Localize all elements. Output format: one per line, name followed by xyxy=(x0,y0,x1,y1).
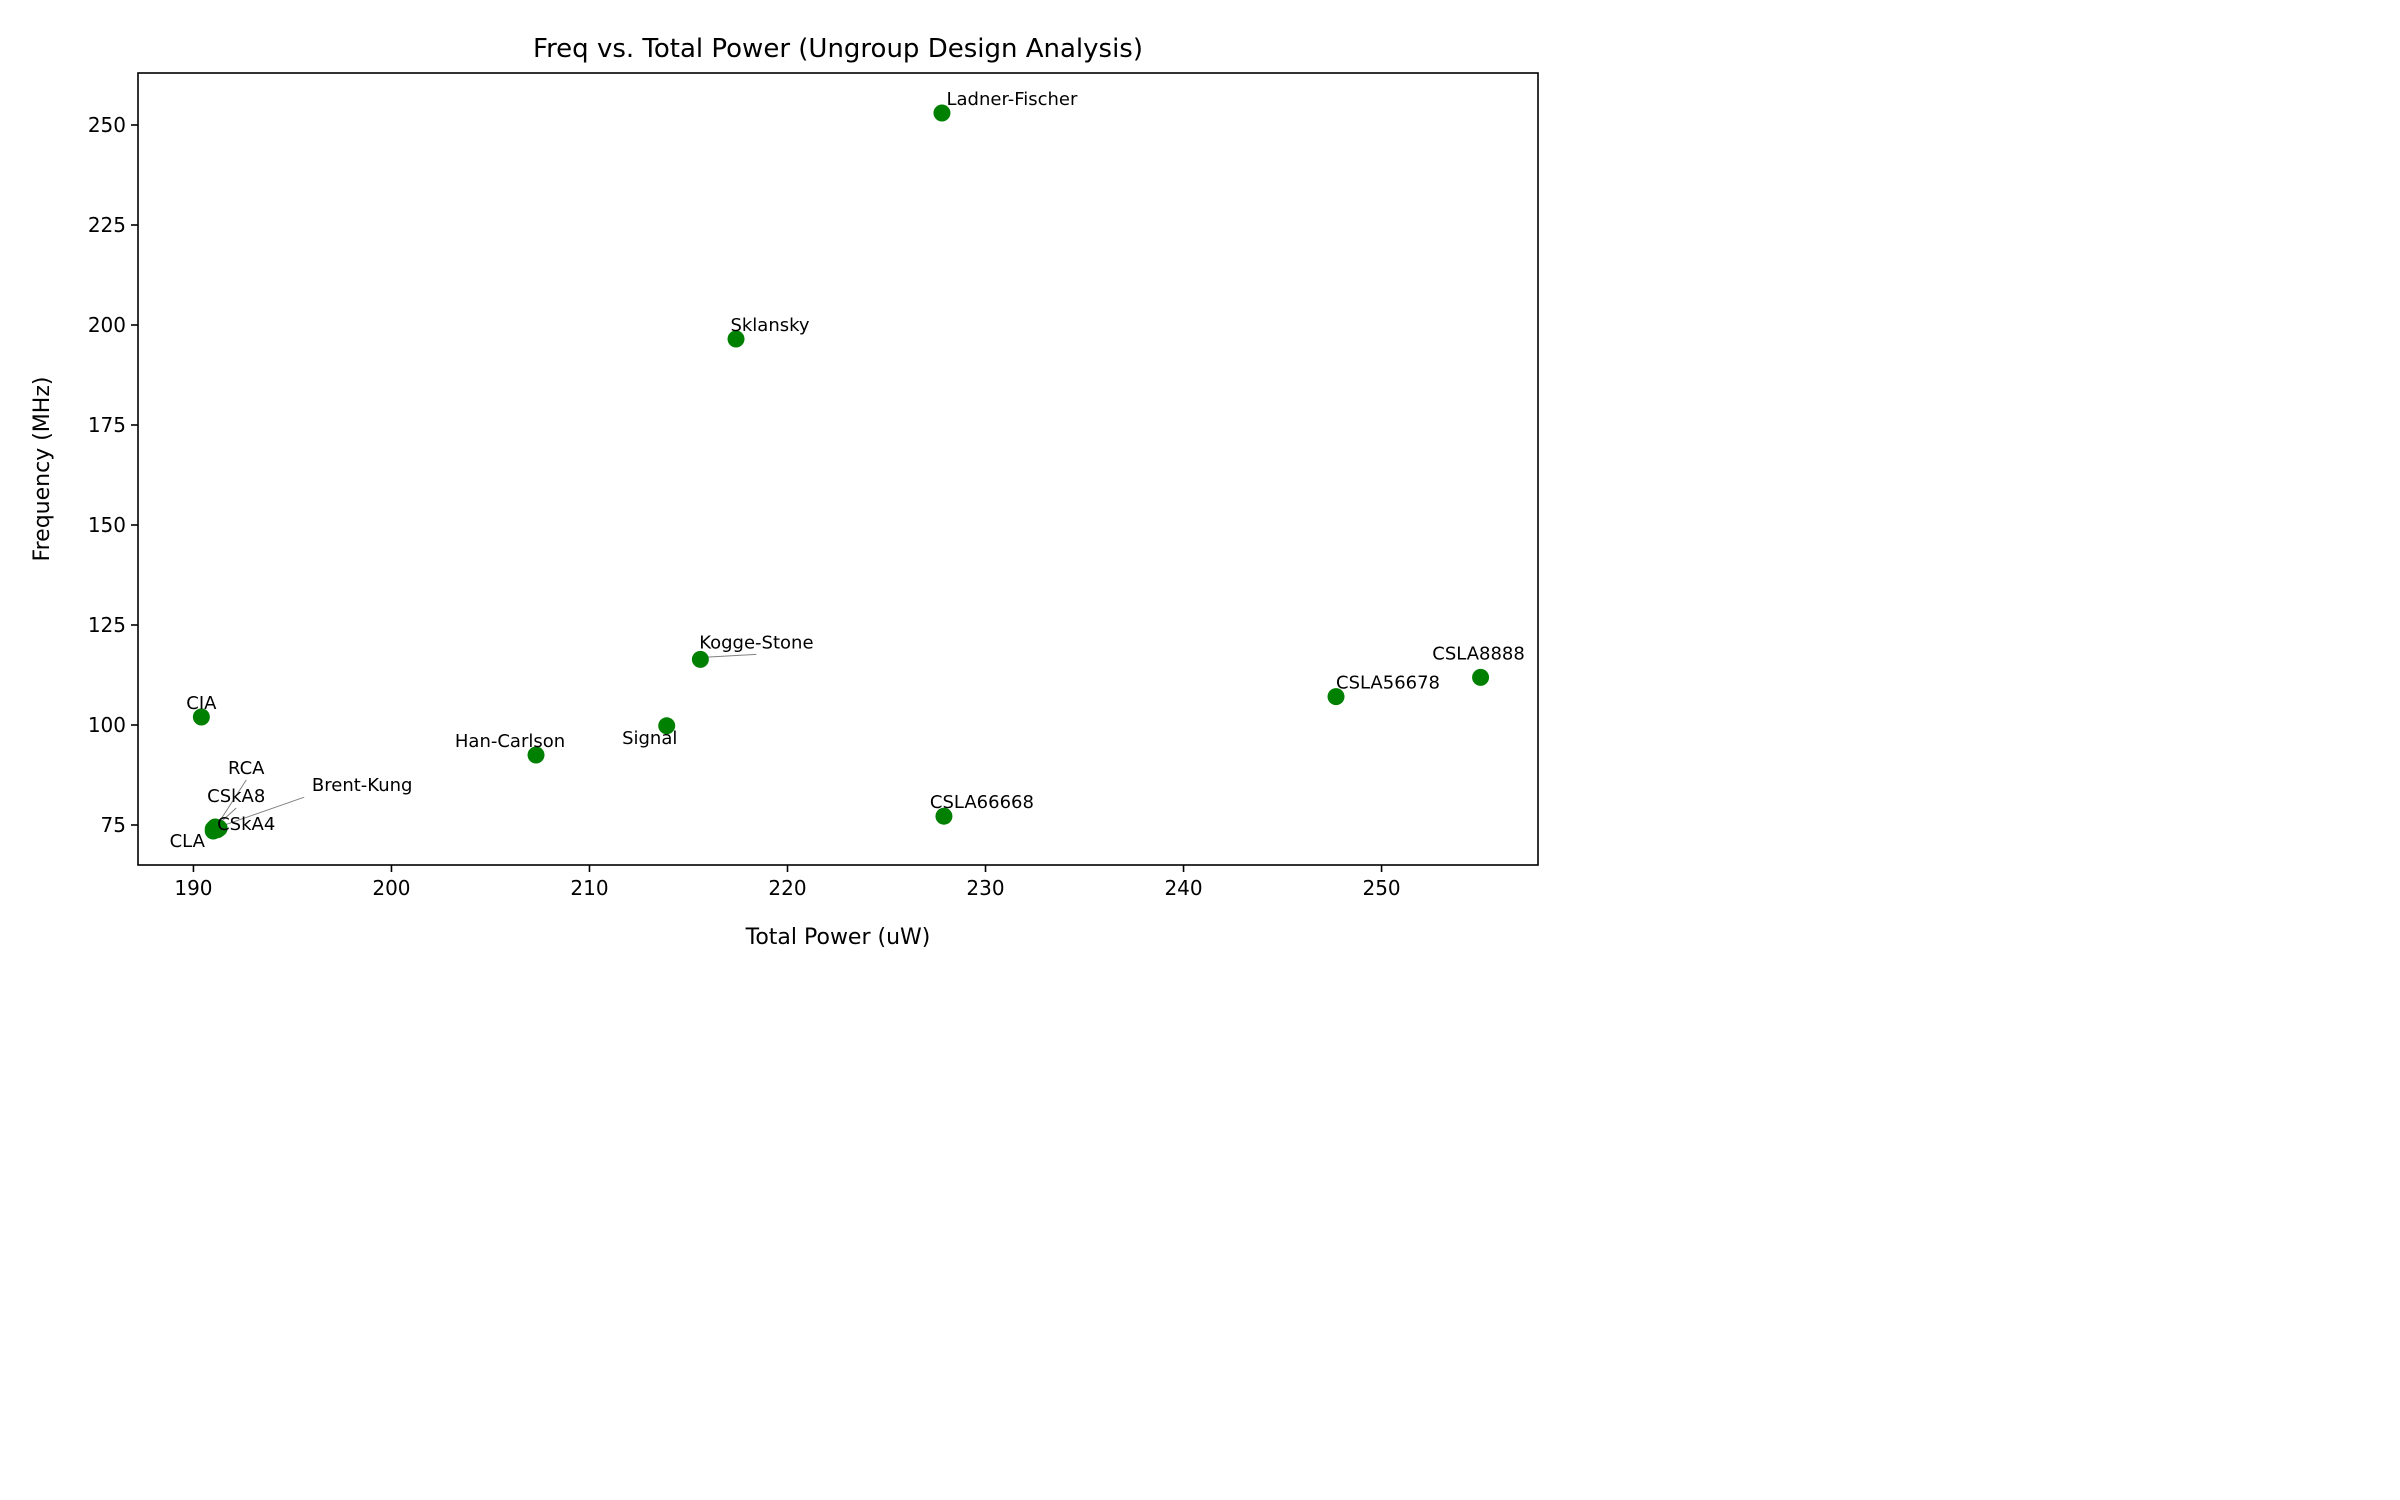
point-label: Kogge-Stone xyxy=(699,632,813,653)
label-leader-line xyxy=(221,796,305,827)
y-tick-label: 75 xyxy=(101,813,126,837)
scatter-point xyxy=(527,746,545,764)
x-tick-label: 250 xyxy=(1362,876,1400,900)
point-label: CLA xyxy=(170,831,206,852)
point-label: Ladner-Fischer xyxy=(946,89,1078,110)
scatter-point xyxy=(658,717,676,735)
data-points xyxy=(192,104,1490,840)
point-label: CSLA66668 xyxy=(930,792,1034,813)
point-label: CIA xyxy=(186,693,217,714)
label-leader-line xyxy=(216,779,247,826)
x-axis-label: Total Power (uW) xyxy=(745,925,931,950)
y-tick-label: 225 xyxy=(88,213,126,237)
scatter-point xyxy=(1327,688,1345,706)
x-tick-label: 200 xyxy=(372,876,410,900)
x-tick-label: 190 xyxy=(174,876,212,900)
point-label: Sklansky xyxy=(730,315,809,336)
x-tick-label: 240 xyxy=(1164,876,1202,900)
scatter-point xyxy=(192,708,210,726)
y-axis: 75 100 125 150 175 200 225 250 xyxy=(88,113,138,837)
y-tick-label: 150 xyxy=(88,513,126,537)
x-axis: 190 200 210 220 230 240 250 xyxy=(174,865,1401,900)
scatter-point xyxy=(933,104,951,122)
x-tick-label: 230 xyxy=(966,876,1004,900)
scatter-point xyxy=(210,819,228,837)
point-label: CSkA4 xyxy=(217,814,275,835)
x-tick-label: 210 xyxy=(570,876,608,900)
point-label: CSLA56678 xyxy=(1336,673,1440,694)
scatter-point xyxy=(1472,668,1490,686)
point-label: RCA xyxy=(228,758,265,779)
plot-frame xyxy=(137,72,1539,866)
scatter-point xyxy=(727,330,745,348)
point-label: Brent-Kung xyxy=(312,775,413,796)
y-tick-label: 100 xyxy=(88,713,126,737)
y-tick-label: 200 xyxy=(88,313,126,337)
y-tick-label: 250 xyxy=(88,113,126,137)
scatter-point xyxy=(935,807,953,825)
point-label: CSkA8 xyxy=(207,786,265,807)
label-leader-line xyxy=(702,653,757,658)
label-leaders xyxy=(214,653,757,828)
point-label: Han-Carlson xyxy=(455,731,565,752)
y-tick-label: 175 xyxy=(88,413,126,437)
y-axis-label: Frequency (MHz) xyxy=(30,377,55,562)
scatter-chart: Freq vs. Total Power (Ungroup Design Ana… xyxy=(30,34,1539,950)
x-tick-label: 220 xyxy=(768,876,806,900)
point-label: Signal xyxy=(622,728,677,749)
point-labels: Ladner-Fischer Sklansky Kogge-Stone Signal H… xyxy=(170,89,1525,852)
scatter-point xyxy=(691,650,709,668)
y-tick-label: 125 xyxy=(88,613,126,637)
point-label: CSLA8888 xyxy=(1432,643,1525,664)
chart-title: Freq vs. Total Power (Ungroup Design Ana… xyxy=(533,34,1143,64)
